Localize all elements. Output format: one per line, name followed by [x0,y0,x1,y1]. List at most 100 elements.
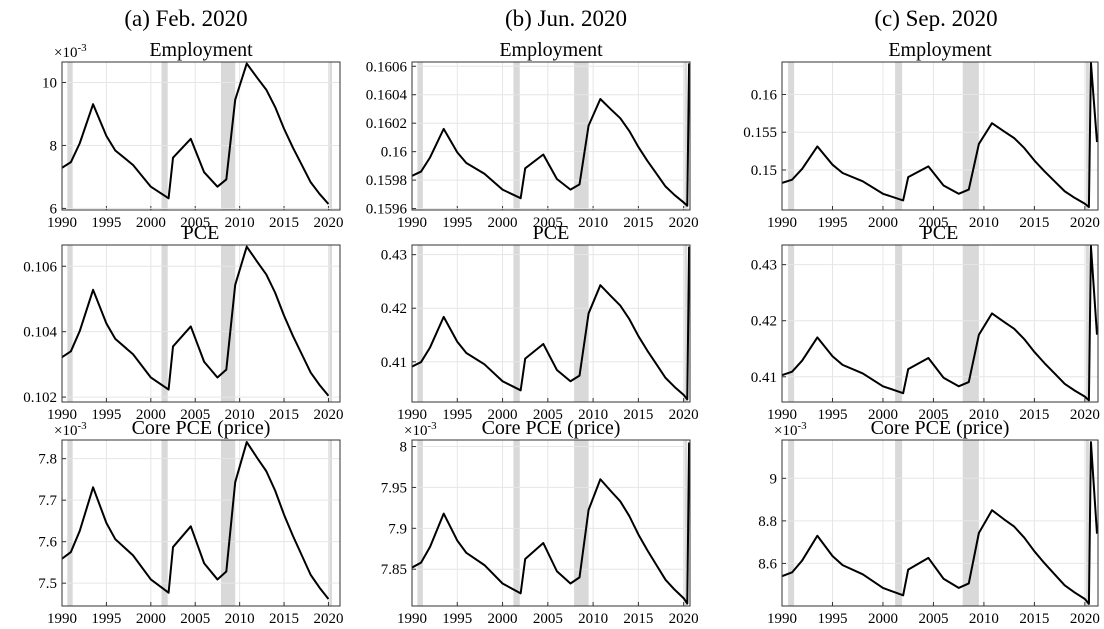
y-tick-label: 0.1598 [366,173,407,189]
x-tick-label: 2020 [1070,611,1100,624]
multiplier-exponent: -3 [797,420,807,432]
y-tick-label: 7.7 [38,493,57,509]
data-line [62,441,330,600]
shaded-span [895,440,903,606]
y-tick-label: 8.8 [758,514,777,530]
y-tick-label: 0.102 [23,390,57,406]
shaded-span [962,440,979,606]
axes-frame [781,439,1099,607]
x-tick-label: 2010 [225,611,255,624]
plot-area [412,245,690,402]
panel-title: PCE [183,222,220,244]
x-tick-label: 2000 [488,407,518,423]
y-tick-label: 7.6 [38,535,57,551]
panel: 1990 1995 2000 2005 2010 2015 2020 0.102 0.104 0.… [23,222,343,423]
shaded-span [220,440,236,606]
axis-multiplier: ×10-3 [774,420,807,439]
shaded-span [574,245,589,402]
panel-title: Employment [149,39,253,61]
y-tick-label: 7.5 [38,576,57,592]
x-tick-label: 2005 [180,215,210,231]
y-tick-label: 0.42 [751,314,777,330]
x-tick-label: 1995 [442,407,472,423]
x-tick-label: 2015 [269,611,299,624]
shaded-span [513,62,520,210]
x-tick-label: 2010 [225,407,255,423]
y-tick-label: 9 [770,471,778,487]
column-title: (a) Feb. 2020 [124,6,247,31]
plot-area [62,440,340,606]
x-tick-label: 1995 [442,611,472,624]
x-tick-label: 2000 [868,611,898,624]
y-tick-label: 7.9 [388,521,407,537]
y-tick-label: 0.106 [23,259,57,275]
panel-title: PCE [922,222,959,244]
x-tick-label: 2010 [969,215,999,231]
x-tick-label: 2005 [533,407,563,423]
x-tick-label: 1995 [91,611,121,624]
axes-frame [411,244,691,403]
shaded-span [895,245,903,402]
x-tick-label: 2020 [669,407,699,423]
data-line [412,63,690,207]
shaded-span [788,245,795,402]
plot-area [412,62,690,210]
shaded-span [161,62,168,210]
shaded-span [684,440,688,606]
plot-area [412,440,690,606]
panel: 1990 1995 2000 2005 2010 2015 2020 0.41 0.42 0.43… [381,222,699,423]
axes-frame [61,439,341,607]
data-line [782,245,1098,402]
shaded-span [1085,440,1089,606]
x-tick-label: 2010 [578,407,608,423]
column-title: (c) Sep. 2020 [874,6,997,31]
y-tick-label: 0.104 [23,325,57,341]
x-tick-label: 1995 [817,611,847,624]
x-tick-label: 1995 [817,407,847,423]
multiplier-base: ×10 [774,423,797,439]
y-tick-label: 8.6 [758,556,777,572]
data-line [412,442,690,605]
axis-multiplier: ×10-3 [404,420,437,439]
multiplier-base: ×10 [404,423,427,439]
y-tick-label: 8 [400,440,408,456]
x-tick-label: 2000 [868,215,898,231]
x-tick-label: 2020 [1070,407,1100,423]
x-tick-label: 2005 [918,215,948,231]
x-tick-label: 1990 [397,407,427,423]
axes-frame [61,244,341,403]
x-tick-label: 1995 [91,215,121,231]
data-line [412,246,690,401]
x-tick-label: 2000 [136,611,166,624]
y-tick-label: 6 [50,201,58,217]
y-tick-label: 0.1596 [366,202,408,218]
plot-area [782,245,1098,402]
shaded-span [67,440,73,606]
shaded-span [684,245,688,402]
panel: 1990 1995 2000 2005 2010 2015 2020 7.85 7.9 7.95 8… [381,417,699,627]
multiplier-exponent: -3 [77,42,87,54]
x-tick-label: 2015 [269,215,299,231]
panel: 1990 1995 2000 2005 2010 2015 2020 0.15 0.155 0.1… [743,39,1100,231]
x-tick-label: 2005 [533,611,563,624]
panel-title: Employment [888,39,992,61]
x-tick-label: 1990 [767,611,797,624]
x-tick-label: 2015 [1019,407,1049,423]
axes-frame [781,61,1099,211]
panel-title: PCE [533,222,570,244]
data-line [62,62,330,205]
x-tick-label: 1990 [767,215,797,231]
panel: 1990 1995 2000 2005 2010 2015 2020 0.41 0.42 0.43… [751,222,1100,423]
axis-multiplier: ×10-3 [54,420,87,439]
x-tick-label: 2005 [533,215,563,231]
x-tick-label: 1990 [397,215,427,231]
shaded-span [788,62,795,210]
x-tick-label: 2015 [269,407,299,423]
column-title: (b) Jun. 2020 [505,6,627,31]
x-tick-label: 2000 [488,611,518,624]
x-tick-label: 2005 [918,611,948,624]
panel: 1990 1995 2000 2005 2010 2015 2020 7.5 7.6 7.7 7.8… [38,417,343,627]
axes-frame [411,61,691,211]
y-tick-label: 0.1602 [366,116,407,132]
plot-area [62,245,340,402]
